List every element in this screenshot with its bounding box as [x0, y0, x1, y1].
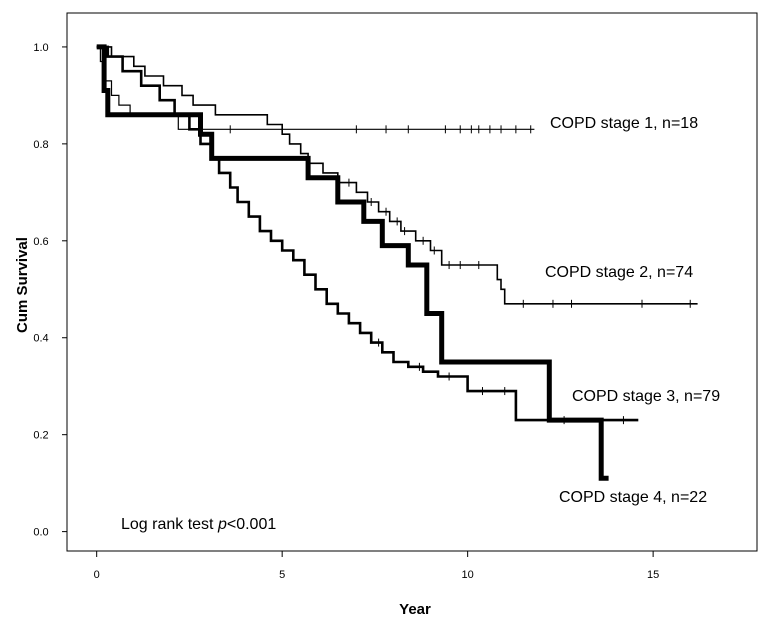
- y-tick-label: 0.2: [33, 430, 48, 442]
- annotation-prefix: Log rank test: [121, 516, 218, 533]
- series-label-stage-4: COPD stage 4, n=22: [559, 489, 707, 506]
- x-tick-label: 10: [462, 569, 474, 581]
- series-label-stage-3: COPD stage 3, n=79: [572, 388, 720, 405]
- annotation-p: p: [217, 516, 227, 533]
- series-label-stage-1: COPD stage 1, n=18: [550, 115, 698, 132]
- log-rank-annotation: Log rank test p<0.001: [121, 516, 276, 533]
- x-axis-title: Year: [399, 601, 431, 618]
- y-tick-label: 0.6: [33, 236, 48, 248]
- survival-curve-stage-4: [96, 44, 609, 481]
- survival-curve-stage-3: [96, 45, 639, 422]
- annotation-suffix: <0.001: [227, 516, 276, 533]
- y-tick-label: 1.0: [33, 42, 48, 54]
- series-label-stage-2: COPD stage 2, n=74: [545, 264, 693, 281]
- y-tick-label: 0.0: [33, 527, 48, 539]
- survival-curve-stage-2: [96, 46, 698, 305]
- y-tick-label: 0.8: [33, 139, 48, 151]
- y-tick-label: 0.4: [33, 333, 48, 345]
- x-tick-label: 5: [279, 569, 285, 581]
- x-tick-label: 15: [647, 569, 659, 581]
- plot-frame: [66, 12, 758, 552]
- x-tick-label: 0: [94, 569, 100, 581]
- y-axis-title: Cum Survival: [14, 237, 31, 333]
